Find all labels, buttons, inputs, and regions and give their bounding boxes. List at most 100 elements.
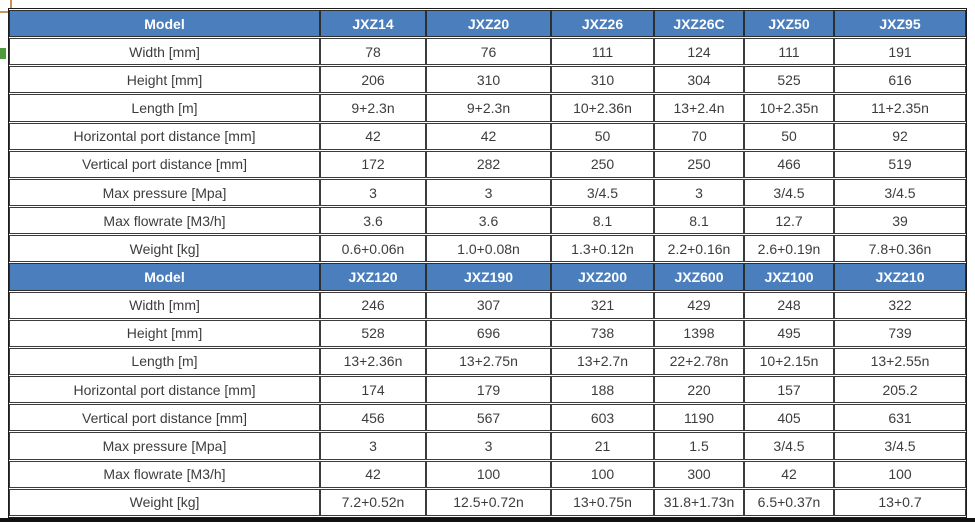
spec-table: Model JXZ14 JXZ20 JXZ26 JXZ26C JXZ50 JXZ95 Widt… bbox=[8, 8, 967, 518]
value-cell: 429 bbox=[654, 291, 744, 319]
value-cell: 321 bbox=[551, 291, 654, 319]
value-cell: 405 bbox=[744, 404, 834, 432]
value-cell: 567 bbox=[426, 404, 551, 432]
value-cell: 188 bbox=[551, 376, 654, 404]
row-label: Vertical port distance [mm] bbox=[9, 150, 320, 178]
value-cell: 12.5+0.72n bbox=[426, 488, 551, 516]
value-cell: 250 bbox=[654, 150, 744, 178]
value-cell: 9+2.3n bbox=[320, 94, 426, 122]
table-row: Length [m] 13+2.36n 13+2.75n 13+2.7n 22+2.78… bbox=[9, 347, 966, 376]
table-row: Height [mm] 206 310 310 304 525 616 bbox=[9, 66, 966, 94]
value-cell: 250 bbox=[551, 150, 654, 178]
value-cell: 3/4.5 bbox=[744, 432, 834, 460]
value-cell: 3/4.5 bbox=[744, 178, 834, 207]
value-cell: 124 bbox=[654, 38, 744, 66]
value-cell: 3 bbox=[426, 432, 551, 460]
value-cell: 205.2 bbox=[834, 376, 966, 404]
value-cell: 206 bbox=[320, 66, 426, 94]
table-row: Length [m] 9+2.3n 9+2.3n 10+2.36n 13+2.4n 10+… bbox=[9, 94, 966, 122]
table-row: Horizontal port distance [mm] 174 179 188 22… bbox=[9, 376, 966, 404]
value-cell: 50 bbox=[551, 122, 654, 150]
value-cell: 42 bbox=[320, 122, 426, 150]
row-label: Weight [kg] bbox=[9, 235, 320, 263]
value-cell: 322 bbox=[834, 291, 966, 319]
value-cell: 3/4.5 bbox=[834, 432, 966, 460]
value-cell: 111 bbox=[551, 38, 654, 66]
row-label: Weight [kg] bbox=[9, 488, 320, 516]
table-row: Max flowrate [M3/h] 3.6 3.6 8.1 8.1 12.7 39 bbox=[9, 207, 966, 235]
value-cell: 10+2.36n bbox=[551, 94, 654, 122]
value-cell: 10+2.35n bbox=[744, 94, 834, 122]
table-row: Max pressure [Mpa] 3 3 3/4.5 3 3/4.5 3/4.5 bbox=[9, 178, 966, 207]
model-name-cell: JXZ20 bbox=[426, 10, 551, 38]
model-header-row: Model JXZ120 JXZ190 JXZ200 JXZ600 JXZ100 JXZ21… bbox=[9, 263, 966, 291]
value-cell: 603 bbox=[551, 404, 654, 432]
model-header-row: Model JXZ14 JXZ20 JXZ26 JXZ26C JXZ50 JXZ95 bbox=[9, 10, 966, 38]
value-cell: 1190 bbox=[654, 404, 744, 432]
value-cell: 519 bbox=[834, 150, 966, 178]
model-name-cell: JXZ120 bbox=[320, 263, 426, 291]
value-cell: 3.6 bbox=[320, 207, 426, 235]
value-cell: 70 bbox=[654, 122, 744, 150]
value-cell: 525 bbox=[744, 66, 834, 94]
value-cell: 220 bbox=[654, 376, 744, 404]
value-cell: 307 bbox=[426, 291, 551, 319]
value-cell: 13+2.75n bbox=[426, 347, 551, 376]
model-name-cell: JXZ14 bbox=[320, 10, 426, 38]
value-cell: 300 bbox=[654, 460, 744, 488]
value-cell: 13+2.4n bbox=[654, 94, 744, 122]
model-name-cell: JXZ190 bbox=[426, 263, 551, 291]
table-row: Height [mm] 528 696 738 1398 495 739 bbox=[9, 319, 966, 347]
value-cell: 3 bbox=[426, 178, 551, 207]
value-cell: 92 bbox=[834, 122, 966, 150]
model-name-cell: JXZ50 bbox=[744, 10, 834, 38]
row-label: Vertical port distance [mm] bbox=[9, 404, 320, 432]
row-label: Horizontal port distance [mm] bbox=[9, 376, 320, 404]
row-label: Width [mm] bbox=[9, 38, 320, 66]
value-cell: 9+2.3n bbox=[426, 94, 551, 122]
value-cell: 3/4.5 bbox=[551, 178, 654, 207]
value-cell: 13+2.36n bbox=[320, 347, 426, 376]
row-label: Max flowrate [M3/h] bbox=[9, 207, 320, 235]
value-cell: 631 bbox=[834, 404, 966, 432]
value-cell: 76 bbox=[426, 38, 551, 66]
value-cell: 7.2+0.52n bbox=[320, 488, 426, 516]
value-cell: 3.6 bbox=[426, 207, 551, 235]
value-cell: 12.7 bbox=[744, 207, 834, 235]
row-label: Max flowrate [M3/h] bbox=[9, 460, 320, 488]
row-label: Horizontal port distance [mm] bbox=[9, 122, 320, 150]
value-cell: 7.8+0.36n bbox=[834, 235, 966, 263]
value-cell: 739 bbox=[834, 319, 966, 347]
value-cell: 39 bbox=[834, 207, 966, 235]
value-cell: 1.0+0.08n bbox=[426, 235, 551, 263]
value-cell: 172 bbox=[320, 150, 426, 178]
model-header-label: Model bbox=[9, 10, 320, 38]
row-label: Height [mm] bbox=[9, 66, 320, 94]
value-cell: 42 bbox=[744, 460, 834, 488]
value-cell: 2.2+0.16n bbox=[654, 235, 744, 263]
value-cell: 13+2.55n bbox=[834, 347, 966, 376]
value-cell: 100 bbox=[834, 460, 966, 488]
value-cell: 1.5 bbox=[654, 432, 744, 460]
value-cell: 179 bbox=[426, 376, 551, 404]
value-cell: 528 bbox=[320, 319, 426, 347]
value-cell: 191 bbox=[834, 38, 966, 66]
value-cell: 42 bbox=[426, 122, 551, 150]
value-cell: 1.3+0.12n bbox=[551, 235, 654, 263]
green-marker-artifact bbox=[0, 48, 6, 59]
model-header-label: Model bbox=[9, 263, 320, 291]
value-cell: 304 bbox=[654, 66, 744, 94]
value-cell: 282 bbox=[426, 150, 551, 178]
value-cell: 738 bbox=[551, 319, 654, 347]
row-label: Length [m] bbox=[9, 347, 320, 376]
value-cell: 42 bbox=[320, 460, 426, 488]
bottom-border-bar bbox=[0, 518, 975, 522]
value-cell: 13+0.7 bbox=[834, 488, 966, 516]
value-cell: 3 bbox=[320, 432, 426, 460]
value-cell: 21 bbox=[551, 432, 654, 460]
row-label: Width [mm] bbox=[9, 291, 320, 319]
model-name-cell: JXZ100 bbox=[744, 263, 834, 291]
value-cell: 246 bbox=[320, 291, 426, 319]
model-name-cell: JXZ26C bbox=[654, 10, 744, 38]
table-row: Width [mm] 246 307 321 429 248 322 bbox=[9, 291, 966, 319]
